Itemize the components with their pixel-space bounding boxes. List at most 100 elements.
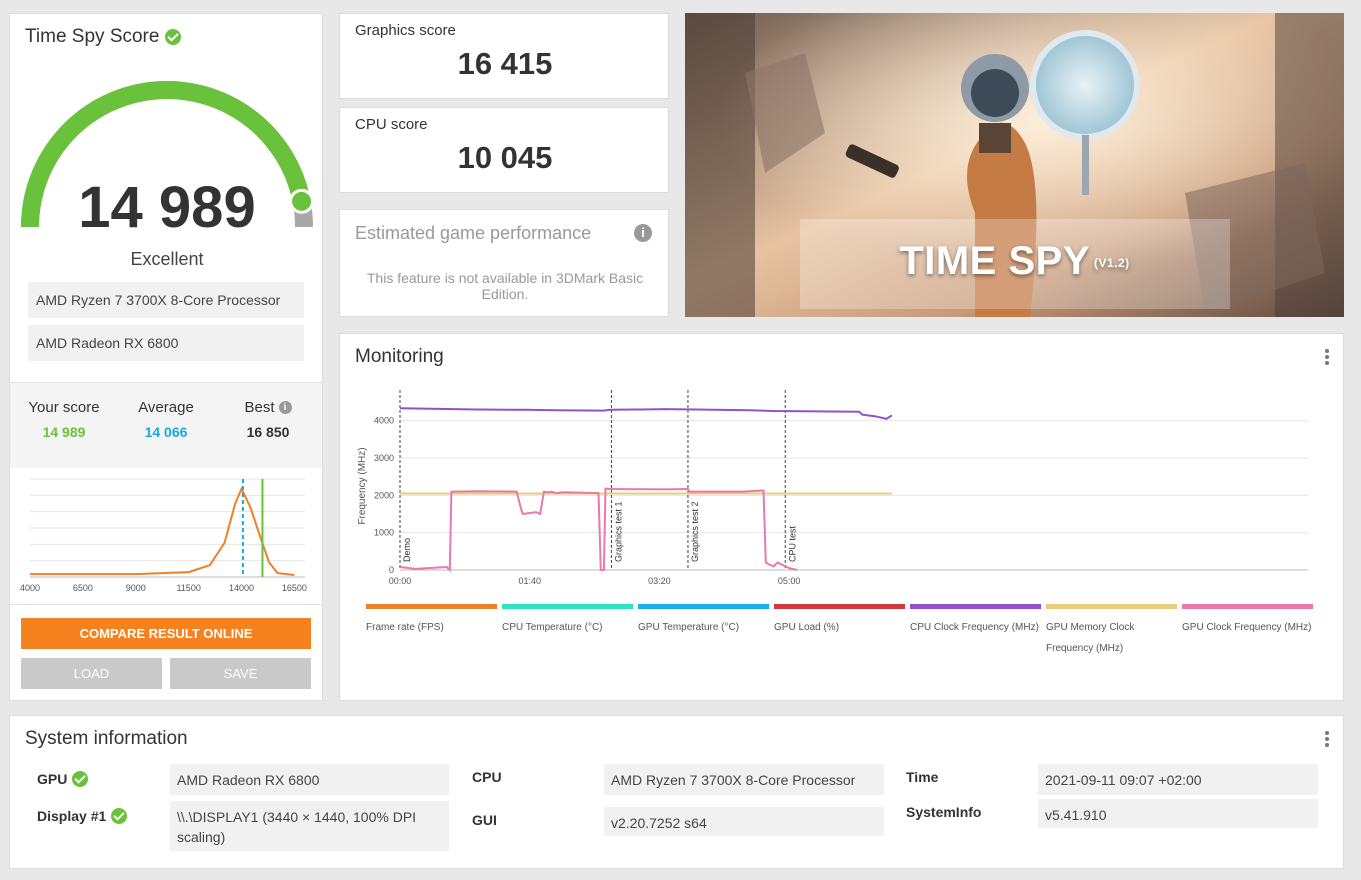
score-distribution-chart: 4000 6500 9000 11500 14000 16500 — [20, 478, 307, 593]
score-title-text: Time Spy Score — [25, 26, 160, 47]
best-score-label-row: Best i — [216, 399, 320, 416]
display-label: Display #1 — [37, 808, 107, 824]
load-button[interactable]: LOAD — [21, 658, 162, 689]
check-icon — [111, 808, 128, 824]
average-score-column: Average 14 066 — [114, 399, 218, 440]
cpu-score-label: CPU score — [355, 116, 428, 133]
benchmark-banner: TIME SPY (V1.2) — [685, 13, 1344, 317]
compare-result-online-button[interactable]: COMPARE RESULT ONLINE — [21, 618, 311, 649]
monitoring-card: 0 1000 2000 3000 4000 Frequency (MHz) 00:00 01:… — [339, 333, 1344, 701]
average-score-value: 14 066 — [144, 424, 188, 440]
legend-swatch — [1046, 604, 1177, 609]
y-tick-label: 1000 — [374, 528, 394, 538]
distribution-curve — [30, 486, 295, 576]
series-line — [399, 407, 893, 420]
score-card: Time Spy Score 14 989 Excellent AMD Ryze… — [9, 13, 323, 701]
legend-item[interactable]: GPU Clock Frequency (MHz) — [1182, 604, 1313, 638]
more-options-icon[interactable] — [1325, 349, 1329, 367]
legend-label: GPU Temperature (°C) — [638, 622, 740, 633]
legend-item[interactable]: CPU Temperature (°C) — [502, 604, 633, 638]
gauge-fill — [21, 81, 311, 228]
gpu-label: GPU — [37, 771, 68, 787]
info-icon[interactable]: i — [634, 224, 652, 242]
check-icon — [72, 771, 89, 787]
banner-title-band — [800, 219, 1230, 309]
y-tick-label: 4000 — [374, 416, 394, 426]
test-marker-label: CPU test — [787, 525, 797, 562]
legend-swatch — [1182, 604, 1313, 609]
your-score-value: 14 989 — [42, 424, 86, 440]
dist-tick-label: 11500 — [176, 583, 200, 593]
best-score-label: Best — [244, 399, 275, 416]
save-button[interactable]: SAVE — [170, 658, 311, 689]
legend-label: GPU Load (%) — [774, 622, 840, 633]
gui-value: v2.20.7252 s64 — [604, 807, 884, 836]
check-icon — [165, 29, 182, 45]
test-marker-label: Demo — [402, 538, 412, 562]
estimated-performance-title: Estimated game performance — [355, 223, 592, 243]
display-value: \\.\DISPLAY1 (3440 × 1440, 100% DPI scal… — [170, 801, 449, 851]
dist-tick-label: 14000 — [229, 583, 254, 593]
series-line — [399, 487, 798, 573]
systeminfo-value: v5.41.910 — [1038, 799, 1318, 828]
estimated-performance-text: This feature is not available in 3DMark … — [366, 270, 644, 302]
legend-item[interactable]: Frame rate (FPS) — [366, 604, 497, 638]
graphics-score-value: 16 415 — [457, 46, 553, 81]
cpu-label: CPU — [472, 769, 502, 785]
banner-artwork — [685, 13, 1344, 317]
y-tick-label: 3000 — [374, 453, 394, 463]
legend-item[interactable]: GPU Load (%) — [774, 604, 905, 638]
legend-swatch — [910, 604, 1041, 609]
benchmark-title-text: TIME SPY — [899, 239, 1090, 283]
more-options-icon[interactable] — [1325, 731, 1329, 749]
legend-swatch — [638, 604, 769, 609]
cpu-score-card: CPU score 10 045 — [339, 107, 669, 193]
test-marker-label: Graphics test 1 — [613, 501, 623, 562]
your-score-label: Your score — [28, 399, 100, 416]
dist-tick-label: 4000 — [20, 583, 40, 593]
estimated-game-performance-card: Estimated game performance i This featur… — [339, 209, 669, 317]
legend-label: CPU Clock Frequency (MHz) — [910, 622, 1039, 633]
score-title: Time Spy Score — [25, 26, 182, 48]
average-score-label: Average — [138, 399, 194, 416]
score-gauge — [21, 81, 315, 228]
divider — [10, 604, 322, 605]
display-label-row: Display #1 — [37, 808, 128, 824]
score-rating: Excellent — [130, 249, 204, 269]
score-comparison: Your score 14 989 Average 14 066 Best i … — [10, 382, 322, 468]
legend-item[interactable]: GPU Memory Clock Frequency (MHz) — [1046, 604, 1177, 659]
cpu-score-value: 10 045 — [457, 140, 553, 175]
dist-tick-label: 9000 — [126, 583, 146, 593]
test-marker-label: Graphics test 2 — [690, 501, 700, 562]
legend-label: Frame rate (FPS) — [366, 622, 444, 633]
cpu-value: AMD Ryzen 7 3700X 8-Core Processor — [604, 764, 884, 795]
monitoring-title: Monitoring — [355, 346, 444, 367]
legend-item[interactable]: GPU Temperature (°C) — [638, 604, 769, 638]
x-tick-label: 00:00 — [389, 576, 412, 586]
y-axis-label: Frequency (MHz) — [357, 447, 368, 524]
gpu-value: AMD Radeon RX 6800 — [170, 764, 449, 795]
gauge-knob — [289, 188, 315, 214]
systeminfo-label: SystemInfo — [906, 804, 982, 820]
legend-label: CPU Temperature (°C) — [502, 622, 603, 633]
legend-swatch — [366, 604, 497, 609]
x-tick-label: 01:40 — [518, 576, 541, 586]
x-tick-label: 03:20 — [648, 576, 671, 586]
legend-item[interactable]: CPU Clock Frequency (MHz) — [910, 604, 1041, 638]
info-icon[interactable]: i — [278, 401, 292, 414]
benchmark-version: (V1.2) — [1094, 256, 1130, 271]
time-value: 2021-09-11 09:07 +02:00 — [1038, 764, 1318, 795]
gui-label: GUI — [472, 812, 497, 828]
graphics-score-label: Graphics score — [355, 22, 456, 39]
graphics-score-card: Graphics score 16 415 — [339, 13, 669, 99]
legend-swatch — [774, 604, 905, 609]
gpu-name-box: AMD Radeon RX 6800 — [28, 325, 304, 361]
legend-swatch — [502, 604, 633, 609]
y-tick-label: 0 — [389, 565, 394, 575]
x-tick-label: 05:00 — [778, 576, 801, 586]
best-score-value: 16 850 — [246, 424, 290, 440]
system-information-title: System information — [25, 728, 188, 749]
your-score-column: Your score 14 989 — [12, 399, 116, 440]
time-label: Time — [906, 769, 939, 785]
best-score-column: Best i 16 850 — [216, 399, 320, 440]
